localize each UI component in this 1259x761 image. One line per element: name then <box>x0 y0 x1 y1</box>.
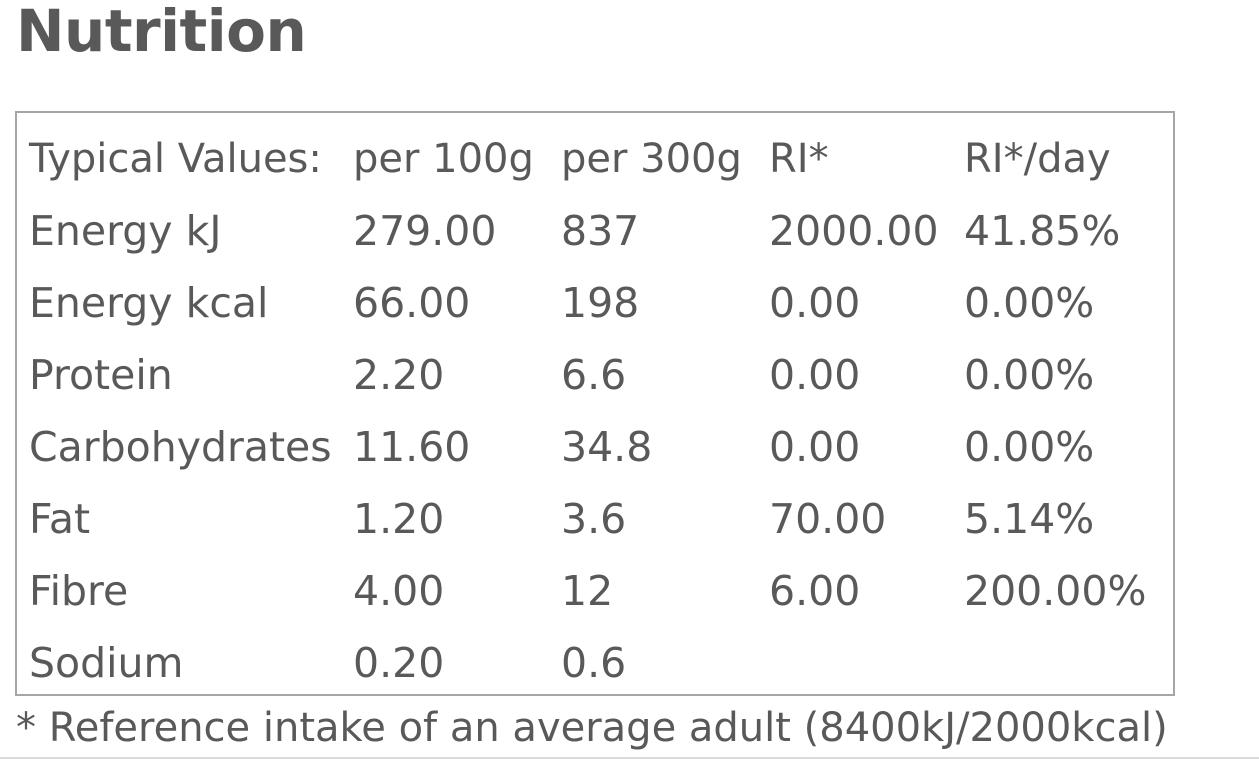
header-per-100g: per 100g <box>353 136 534 182</box>
value-per-300g: 12 <box>561 567 614 615</box>
nutrient-name: Carbohydrates <box>29 423 332 471</box>
table-row: Energy kcal 66.00 198 0.00 0.00% <box>29 267 1164 339</box>
value-per-100g: 279.00 <box>353 207 497 255</box>
value-per-300g: 198 <box>561 279 640 327</box>
nutrition-table-frame: Typical Values: per 100g per 300g RI* RI… <box>15 111 1175 696</box>
divider <box>0 757 1259 759</box>
nutrient-name: Fat <box>29 495 91 543</box>
nutrition-table: Typical Values: per 100g per 300g RI* RI… <box>29 123 1164 699</box>
value-per-300g: 34.8 <box>561 423 653 471</box>
value-per-300g: 0.6 <box>561 639 627 687</box>
value-ri-per-day: 0.00% <box>964 279 1095 327</box>
value-ri: 0.00 <box>769 423 861 471</box>
value-ri: 6.00 <box>769 567 861 615</box>
value-ri: 70.00 <box>769 495 887 543</box>
footnote: * Reference intake of an average adult (… <box>16 705 1168 751</box>
header-ri: RI* <box>769 136 829 182</box>
nutrient-name: Protein <box>29 351 173 399</box>
value-per-100g: 66.00 <box>353 279 471 327</box>
table-header-row: Typical Values: per 100g per 300g RI* RI… <box>29 123 1164 195</box>
page-title: Nutrition <box>16 0 307 65</box>
value-per-300g: 3.6 <box>561 495 627 543</box>
value-ri-per-day: 0.00% <box>964 351 1095 399</box>
table-row: Fat 1.20 3.6 70.00 5.14% <box>29 483 1164 555</box>
table-row: Fibre 4.00 12 6.00 200.00% <box>29 555 1164 627</box>
nutrient-name: Sodium <box>29 639 184 687</box>
table-row: Energy kJ 279.00 837 2000.00 41.85% <box>29 195 1164 267</box>
value-ri-per-day: 41.85% <box>964 207 1121 255</box>
nutrient-name: Energy kJ <box>29 207 222 255</box>
header-typical-values: Typical Values: <box>29 136 322 182</box>
value-per-100g: 1.20 <box>353 495 445 543</box>
value-ri: 0.00 <box>769 351 861 399</box>
value-ri: 0.00 <box>769 279 861 327</box>
value-ri-per-day: 0.00% <box>964 423 1095 471</box>
value-ri-per-day: 200.00% <box>964 567 1147 615</box>
value-ri-per-day <box>964 627 1164 699</box>
value-ri-per-day: 5.14% <box>964 495 1095 543</box>
value-per-100g: 2.20 <box>353 351 445 399</box>
value-per-100g: 11.60 <box>353 423 471 471</box>
table-row: Sodium 0.20 0.6 <box>29 627 1164 699</box>
value-per-100g: 4.00 <box>353 567 445 615</box>
value-per-300g: 837 <box>561 207 640 255</box>
value-per-300g: 6.6 <box>561 351 627 399</box>
nutrient-name: Fibre <box>29 567 129 615</box>
value-ri: 2000.00 <box>769 207 939 255</box>
value-per-100g: 0.20 <box>353 639 445 687</box>
header-per-300g: per 300g <box>561 136 742 182</box>
header-ri-per-day: RI*/day <box>964 136 1111 182</box>
value-ri <box>769 627 964 699</box>
nutrient-name: Energy kcal <box>29 279 269 327</box>
table-row: Protein 2.20 6.6 0.00 0.00% <box>29 339 1164 411</box>
table-row: Carbohydrates 11.60 34.8 0.00 0.00% <box>29 411 1164 483</box>
